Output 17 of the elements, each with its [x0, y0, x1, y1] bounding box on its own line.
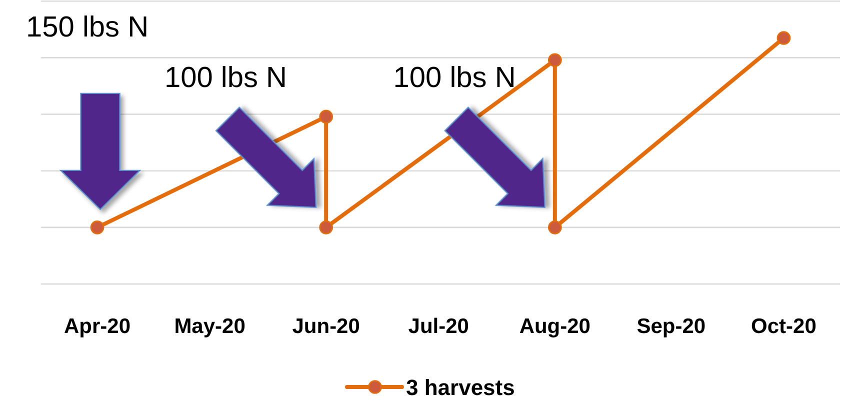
point — [90, 220, 104, 234]
x-tick-label: Aug-20 — [519, 315, 591, 338]
point — [776, 31, 791, 45]
x-tick-label: Sep-20 — [636, 315, 706, 338]
point — [319, 220, 334, 234]
x-tick-label: Jul-20 — [408, 315, 469, 338]
point — [548, 220, 562, 234]
x-tick-label: Oct-20 — [751, 315, 816, 338]
point — [548, 53, 562, 68]
annotation: 100 lbs N — [164, 62, 287, 94]
point — [319, 110, 334, 124]
legend-label: 3 harvests — [406, 375, 515, 400]
x-tick-label: Jun-20 — [292, 315, 360, 338]
x-tick-label: Apr-20 — [64, 315, 131, 338]
x-tick-label: May-20 — [174, 315, 246, 338]
annotation: 100 lbs N — [393, 62, 516, 94]
annotation: 150 lbs N — [26, 11, 149, 44]
